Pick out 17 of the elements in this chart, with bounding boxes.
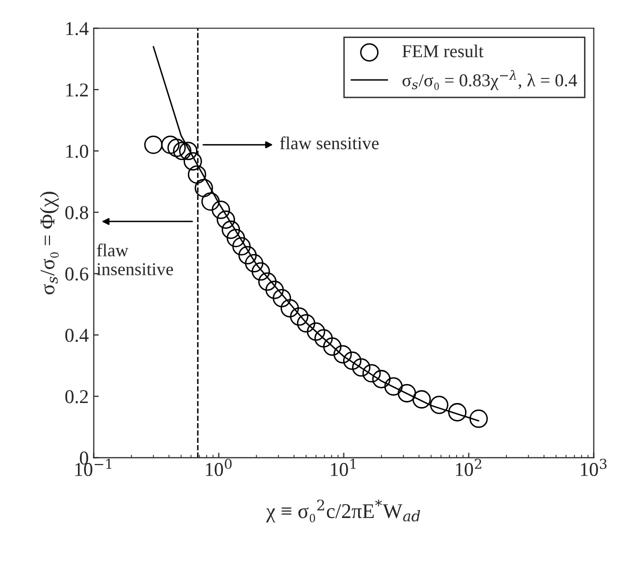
y-tick-label: 0.4 <box>65 328 89 342</box>
x-axis-title: χ ≡ σ₀$^{2}$c/2πE$^{*}$W$_{ad}$ <box>266 500 420 522</box>
y-tick-label: 0.8 <box>65 206 88 220</box>
y-tick-label: 0.2 <box>65 390 88 404</box>
y-tick-label: 1.4 <box>66 22 89 36</box>
x-tick-label: 10$^{3}$ <box>580 458 607 476</box>
x-tick-label: 10$^{1}$ <box>330 458 356 476</box>
y-tick-label: 0.6 <box>65 267 88 281</box>
annotation: flaw insensitive <box>96 244 174 276</box>
x-tick-label: 10$^{0}$ <box>206 458 232 476</box>
x-tick-label: 10$^{2}$ <box>456 458 482 476</box>
y-tick-label: 1.2 <box>66 83 88 97</box>
annotation: flaw sensitive <box>280 136 379 150</box>
y-axis-title: σ$_{s}$/σ₀ = Φ(χ) <box>40 192 59 294</box>
legend-label: σ$_{s}$/σ₀ = 0.83χ$^{−λ}$, λ = 0.4 <box>402 70 578 90</box>
legend-label: FEM result <box>402 44 484 58</box>
y-tick-label: 1.0 <box>66 144 88 158</box>
